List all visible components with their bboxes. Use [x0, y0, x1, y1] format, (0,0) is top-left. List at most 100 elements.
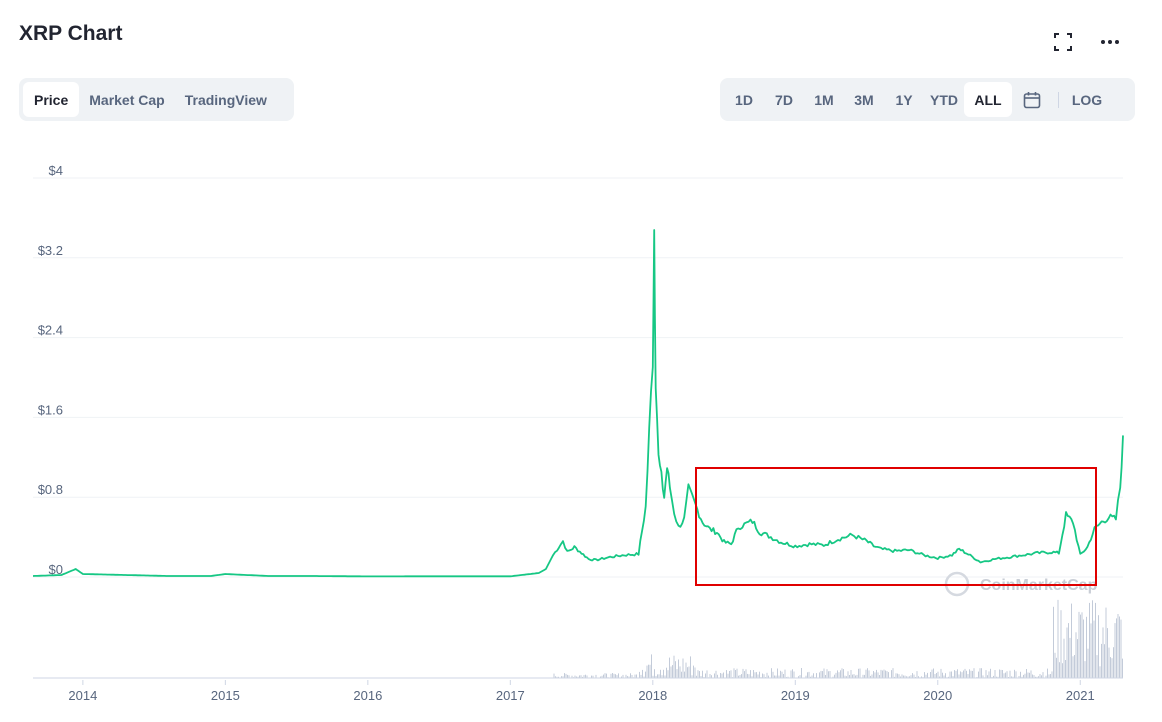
- volume-bar: [906, 676, 907, 678]
- volume-bar: [1033, 675, 1035, 678]
- volume-bar: [819, 672, 820, 678]
- volume-bar: [568, 675, 570, 678]
- tab-market-cap[interactable]: Market Cap: [89, 91, 165, 108]
- volume-bar: [1104, 644, 1105, 678]
- volume-bar: [931, 669, 933, 678]
- volume-bar: [987, 675, 988, 678]
- volume-bar: [688, 666, 690, 678]
- volume-bar: [621, 676, 622, 678]
- tab-tradingview[interactable]: TradingView: [184, 91, 267, 108]
- page-title: XRP Chart: [19, 22, 123, 45]
- x-tick-label: 2020: [923, 688, 952, 703]
- volume-bar: [606, 673, 607, 678]
- volume-bar: [849, 675, 850, 678]
- volume-bar: [685, 662, 687, 678]
- y-tick-label: $0: [49, 562, 63, 577]
- range-1m[interactable]: 1M: [814, 91, 834, 108]
- calendar-icon[interactable]: [1012, 82, 1052, 117]
- x-tick-label: 2018: [638, 688, 667, 703]
- volume-bar: [1096, 655, 1098, 678]
- volume-bar: [603, 674, 604, 678]
- volume-bar: [1054, 652, 1056, 678]
- range-1y[interactable]: 1Y: [895, 91, 913, 108]
- volume-bar: [1038, 676, 1039, 678]
- volume-bar: [1081, 612, 1083, 678]
- volume-bar: [910, 675, 912, 678]
- y-tick-label: $1.6: [38, 402, 63, 417]
- volume-bar: [1122, 658, 1123, 678]
- volume-bar: [787, 676, 789, 678]
- volume-bar: [1026, 669, 1027, 678]
- volume-bar: [855, 675, 856, 678]
- range-7d[interactable]: 7D: [775, 91, 793, 108]
- y-tick-label: $2.4: [38, 323, 63, 338]
- volume-bar: [1051, 671, 1053, 678]
- volume-bar: [705, 673, 706, 678]
- more-horizontal-icon[interactable]: [1098, 30, 1122, 54]
- volume-bar: [805, 675, 807, 678]
- volume-bar: [907, 676, 909, 678]
- volume-bar: [967, 674, 969, 678]
- volume-bar: [715, 670, 717, 678]
- volume-bar: [850, 670, 852, 678]
- volume-bar: [687, 667, 688, 678]
- log-toggle[interactable]: LOG: [1071, 91, 1103, 108]
- volume-bar: [1048, 674, 1050, 678]
- volume-bar: [610, 673, 612, 678]
- volume-bar: [979, 668, 981, 678]
- volume-bar: [634, 674, 636, 678]
- volume-bar: [591, 675, 592, 678]
- volume-bar: [648, 664, 649, 678]
- volume-bar: [1060, 610, 1062, 678]
- volume-bar: [631, 675, 633, 678]
- y-tick-label: $3.2: [38, 243, 63, 258]
- volume-bar: [1014, 669, 1015, 678]
- volume-bar: [901, 674, 903, 678]
- volume-bar: [669, 657, 670, 678]
- volume-bar: [750, 670, 751, 678]
- volume-bar: [943, 675, 945, 678]
- volume-bar: [720, 673, 721, 678]
- volume-bar: [604, 673, 606, 678]
- range-all[interactable]: ALL: [964, 82, 1012, 117]
- volume-bar: [939, 676, 940, 678]
- volume-bar: [582, 676, 583, 678]
- volume-bar: [1074, 655, 1075, 678]
- volume-bar: [924, 672, 925, 678]
- volume-bar: [556, 676, 558, 678]
- volume-bar: [957, 669, 958, 678]
- volume-bar: [763, 674, 765, 678]
- volume-bar: [792, 669, 793, 678]
- volume-bar: [1083, 619, 1084, 678]
- volume-bar: [766, 672, 768, 678]
- volume-bar: [903, 675, 904, 678]
- volume-bar: [673, 655, 675, 678]
- range-3m[interactable]: 3M: [854, 91, 874, 108]
- volume-bar: [1105, 607, 1107, 678]
- volume-bar: [1086, 616, 1087, 678]
- range-1d[interactable]: 1D: [735, 91, 753, 108]
- volume-bar: [918, 676, 919, 678]
- tab-price[interactable]: Price: [23, 82, 80, 117]
- volume-bar: [1024, 673, 1026, 678]
- volume-bar: [682, 658, 684, 678]
- volume-bar: [1114, 623, 1116, 678]
- volume-bar: [1059, 662, 1060, 678]
- volume-bar: [1107, 628, 1108, 678]
- volume-bar: [793, 671, 795, 678]
- volume-bar: [679, 666, 681, 678]
- volume-bar: [1041, 675, 1042, 678]
- volume-bar: [721, 673, 723, 678]
- volume-bar: [1072, 656, 1074, 678]
- volume-bar: [1062, 663, 1063, 678]
- volume-bar: [799, 675, 801, 678]
- fullscreen-icon[interactable]: [1051, 30, 1075, 54]
- volume-bar: [762, 673, 763, 678]
- volume-bar: [900, 676, 901, 678]
- volume-bar: [748, 674, 750, 678]
- volume-bar: [1098, 615, 1099, 678]
- volume-bar: [870, 675, 871, 678]
- range-ytd[interactable]: YTD: [930, 91, 958, 108]
- volume-bar: [822, 671, 823, 678]
- volume-bar: [913, 674, 915, 678]
